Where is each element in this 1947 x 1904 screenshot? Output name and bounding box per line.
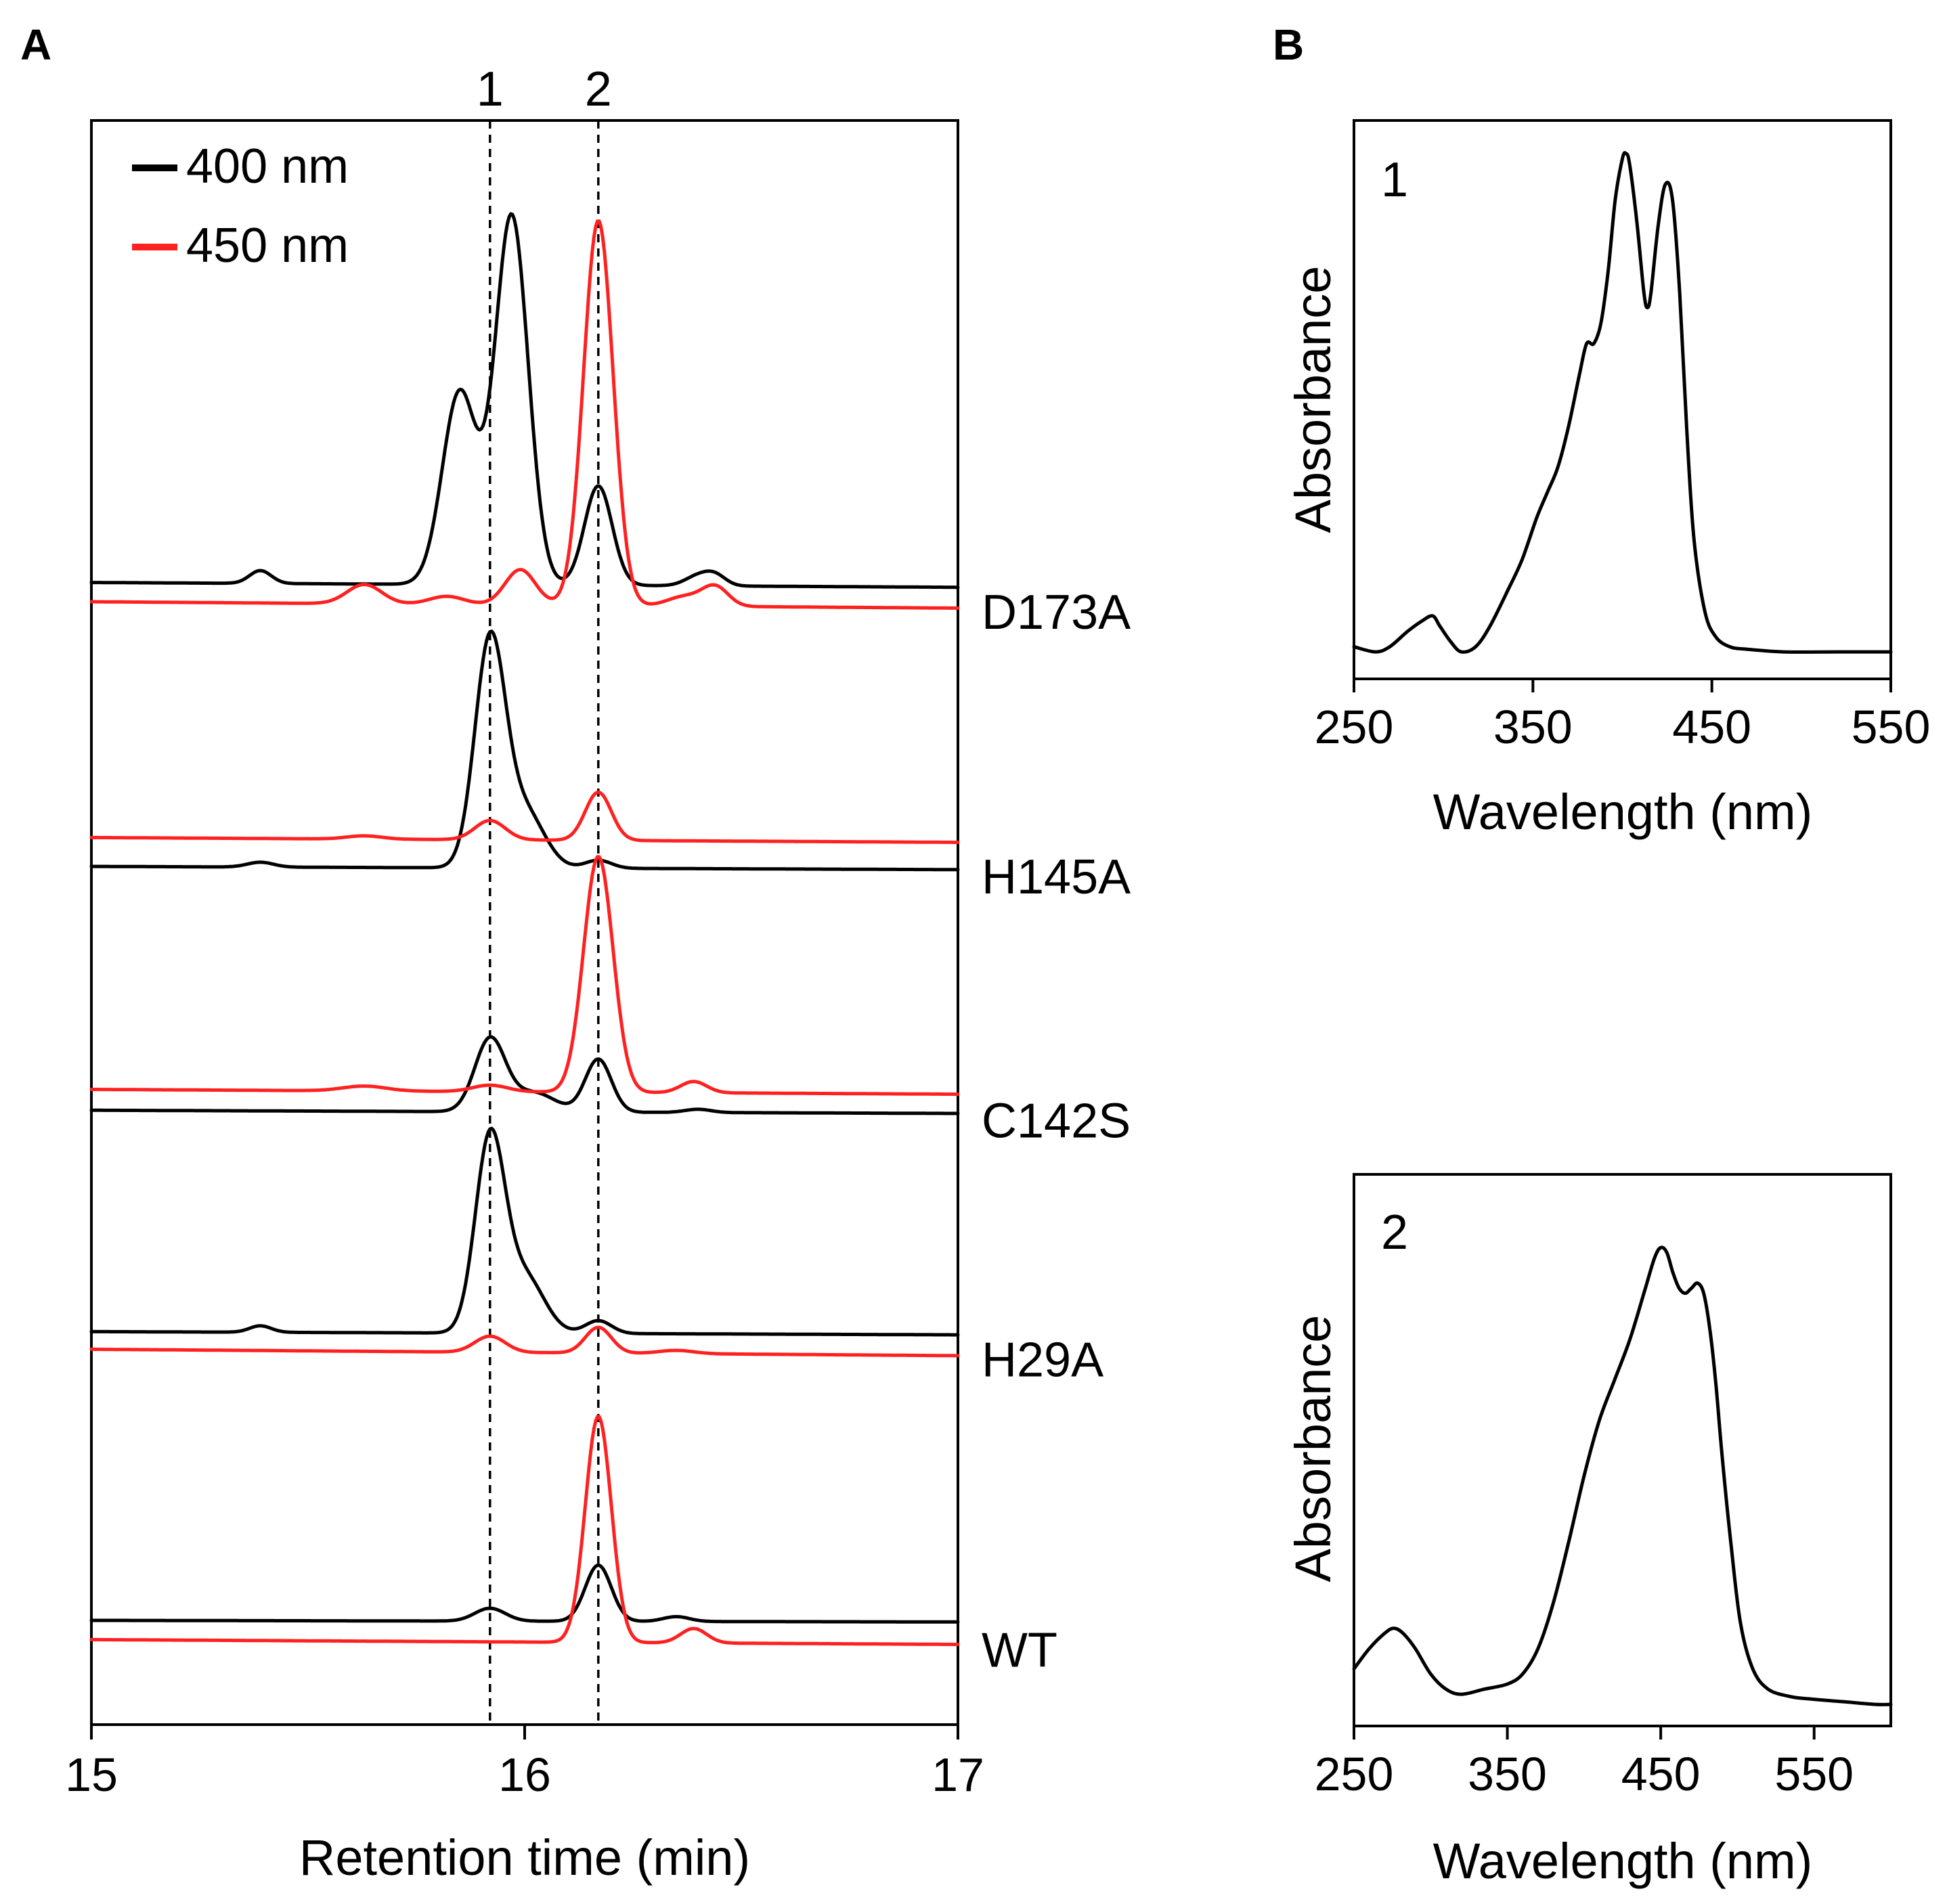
spectrum-1-x-tick-label: 250 xyxy=(1315,701,1394,753)
trace-wt-450nm xyxy=(89,1415,960,1646)
sample-label-wt: WT xyxy=(982,1623,1057,1677)
peak-1-label: 1 xyxy=(477,62,504,116)
sample-label-d173a: D173A xyxy=(982,585,1131,640)
panel-b-spectrum-2: 2 250 350 450 550 Absorbance Wavelength (nm… xyxy=(1285,1173,1893,1889)
spectrum-2-x-tick-label: 250 xyxy=(1315,1748,1394,1800)
legend-label-450nm: 450 nm xyxy=(186,219,349,273)
x-tick-label: 15 xyxy=(65,1748,118,1801)
x-tick-label: 17 xyxy=(932,1748,984,1801)
x-tick-label: 16 xyxy=(498,1748,551,1801)
trace-d173a-450nm xyxy=(89,219,960,610)
trace-h145a-450nm xyxy=(89,791,960,844)
legend-label-400nm: 400 nm xyxy=(186,139,349,194)
sample-labels: D173A H145A C142S H29A WT xyxy=(982,585,1131,1677)
spectrum-1-frame xyxy=(1353,119,1892,680)
panel-a-letter: A xyxy=(20,20,51,69)
spectrum-2-x-axis-title: Wavelength (nm) xyxy=(1433,1833,1813,1889)
spectrum-1-x-tick-label: 450 xyxy=(1672,701,1751,753)
sample-label-h145a: H145A xyxy=(982,850,1131,904)
x-axis-ticks: 15 16 17 xyxy=(65,1725,984,1801)
spectrum-2-x-tick-label: 450 xyxy=(1621,1748,1701,1800)
panel-b-spectrum-1: 1 250 350 450 550 Absorbance Wavelength (nm… xyxy=(1285,119,1931,840)
spectrum-1-x-tick-label: 550 xyxy=(1852,701,1931,753)
spectrum-1-x-tick-label: 350 xyxy=(1493,701,1573,753)
trace-h29a-450nm xyxy=(89,1325,960,1358)
spectrum-2-x-tick-label: 550 xyxy=(1774,1748,1854,1800)
spectrum-1-y-axis-title: Absorbance xyxy=(1285,266,1341,533)
sample-label-c142s: C142S xyxy=(982,1094,1131,1148)
trace-d173a-400nm xyxy=(89,212,960,590)
spectrum-2-x-tick-label: 350 xyxy=(1468,1748,1547,1800)
spectrum-2-y-axis-title: Absorbance xyxy=(1285,1315,1341,1582)
trace-c142s-450nm xyxy=(89,855,960,1097)
spectrum-1-trace xyxy=(1352,151,1893,654)
spectrum-2-inset-label: 2 xyxy=(1381,1205,1408,1260)
legend: 400 nm 450 nm xyxy=(132,139,349,273)
spectrum-1-x-ticks: 250 350 450 550 xyxy=(1315,679,1931,753)
spectrum-2-trace xyxy=(1352,1245,1893,1706)
spectrum-2-x-ticks: 250 350 450 550 xyxy=(1315,1726,1854,1800)
chromatogram-traces xyxy=(89,212,960,1646)
trace-h29a-400nm xyxy=(89,1126,960,1337)
trace-c142s-400nm xyxy=(89,1035,960,1115)
spectrum-1-x-axis-title: Wavelength (nm) xyxy=(1433,784,1813,840)
panel-a-x-axis-title: Retention time (min) xyxy=(299,1830,750,1886)
peak-2-label: 2 xyxy=(585,62,612,116)
spectrum-1-inset-label: 1 xyxy=(1381,153,1408,207)
panel-b-letter: B xyxy=(1273,20,1304,69)
trace-h145a-400nm xyxy=(89,629,960,872)
trace-wt-400nm xyxy=(89,1564,960,1624)
sample-label-h29a: H29A xyxy=(982,1333,1103,1387)
spectrum-2-frame xyxy=(1353,1173,1892,1727)
